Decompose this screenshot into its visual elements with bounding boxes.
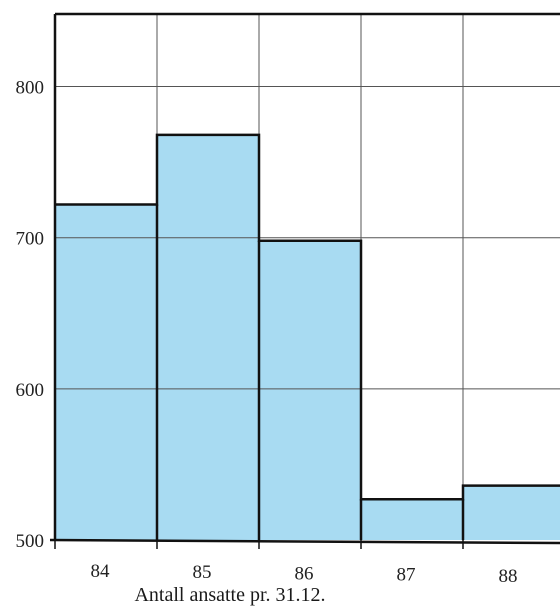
bar-84 bbox=[55, 204, 157, 540]
y-tick-label-600: 600 bbox=[16, 380, 45, 401]
y-tick-label-700: 700 bbox=[16, 229, 45, 250]
y-tick-label-500: 500 bbox=[16, 531, 45, 552]
x-axis bbox=[49, 538, 560, 545]
bar-85 bbox=[157, 134, 259, 540]
bar-87 bbox=[361, 499, 463, 540]
bar-88 bbox=[463, 485, 560, 540]
x-tick-label-88: 88 bbox=[499, 566, 518, 587]
y-tick-label-800: 800 bbox=[16, 78, 45, 99]
bar-outline bbox=[55, 133, 560, 501]
x-tick-label-85: 85 bbox=[193, 562, 212, 583]
x-tick-label-87: 87 bbox=[397, 565, 416, 586]
x-axis-label: Antall ansatte pr. 31.12. bbox=[134, 584, 326, 606]
x-tick-label-84: 84 bbox=[91, 561, 111, 582]
bar-86 bbox=[259, 240, 361, 541]
x-tick-label-86: 86 bbox=[295, 563, 314, 584]
